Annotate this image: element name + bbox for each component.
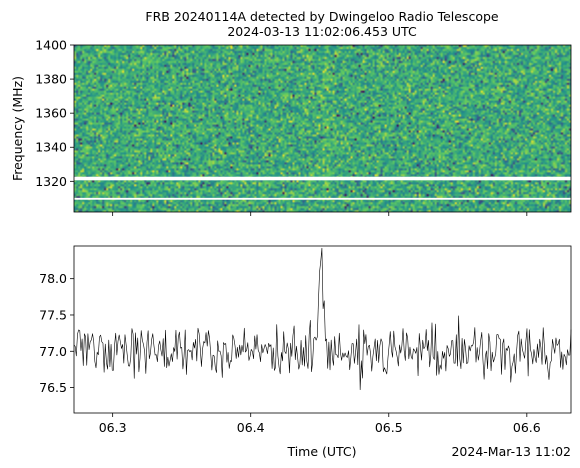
spectrogram-x-ticks [112,212,528,216]
masked-band-1 [74,176,571,181]
spectrogram-y-tick-label: 1380 [35,72,67,87]
spectrogram-y-ticks: 1320 1340 1360 1380 1400 [35,38,74,189]
spectrogram-y-tick-label: 1340 [35,140,67,155]
timeseries-y-tick-label: 77.0 [39,344,67,359]
masked-frequency-bands [74,176,571,200]
spectrogram-panel: 1320 1340 1360 1380 1400 Frequency (MHz) [10,38,572,216]
timeseries-y-tick-label: 78.0 [39,271,67,286]
spectrogram-y-tick-label: 1320 [35,174,67,189]
timeseries-x-tick-label: 06.4 [237,420,265,435]
timeseries-y-tick-label: 77.5 [39,307,67,322]
chart-title-line2: 2024-03-13 11:02:06.453 UTC [227,24,417,39]
spectrogram-y-tick-label: 1400 [35,38,67,53]
timeseries-x-tick-label: 06.5 [375,420,403,435]
spectrogram-heatmap [74,45,571,212]
spectrogram-ylabel: Frequency (MHz) [10,76,25,181]
timeseries-frame [73,245,572,414]
spectrogram-frame [73,44,572,213]
timeseries-panel: 76.5 77.0 77.5 78.0 06.3 06.4 06.5 06.6 Time (… [39,245,572,459]
masked-band-2 [74,197,571,200]
timeseries-y-ticks: 76.5 77.0 77.5 78.0 [39,271,74,395]
spectrogram-y-tick-label: 1360 [35,106,67,121]
timeseries-x-tick-label: 06.6 [513,420,541,435]
timeseries-x-ticks: 06.3 06.4 06.5 06.6 [99,413,541,435]
time-offset-label: 2024-Mar-13 11:02 [451,444,571,459]
timeseries-line [73,247,572,390]
timeseries-y-tick-label: 76.5 [39,380,67,395]
timeseries-xlabel: Time (UTC) [286,444,356,459]
timeseries-x-tick-label: 06.3 [99,420,127,435]
chart-title-line1: FRB 20240114A detected by Dwingeloo Radi… [145,9,499,24]
